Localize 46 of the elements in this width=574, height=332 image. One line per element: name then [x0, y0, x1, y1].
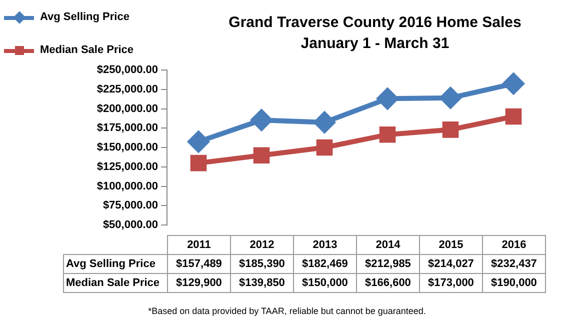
point: [505, 108, 522, 125]
x-tick-label: 2014: [356, 236, 420, 254]
data-label: $129,900: [168, 274, 230, 292]
point: [442, 122, 459, 138]
y-tick-label: $225,000.00: [96, 83, 158, 96]
point: [316, 139, 333, 156]
text: Avg Selling Price: [66, 258, 156, 270]
data-label: $173,000: [420, 274, 482, 292]
x-tick-label: 2012: [230, 236, 294, 254]
point: [188, 131, 209, 152]
data-label: $212,985: [356, 254, 420, 274]
x-tick-label: 2016: [482, 236, 546, 254]
data-label: $139,850: [230, 274, 294, 292]
point: [379, 126, 396, 143]
x-tick-label: 2015: [420, 236, 482, 254]
y-tick-label: $200,000.00: [96, 102, 158, 115]
data-label: $190,000: [482, 274, 546, 292]
data-label: $157,489: [168, 254, 230, 274]
data-label: $232,437: [482, 254, 546, 274]
y-tick-label: $100,000.00: [96, 180, 158, 192]
point: [440, 87, 461, 108]
data-label: $182,469: [294, 254, 356, 274]
y-tick-label: $75,000.00: [102, 200, 158, 212]
y-tick-label: $150,000.00: [96, 142, 158, 154]
y-tick-label: $50,000.00: [102, 219, 158, 232]
point: [190, 154, 207, 172]
x-tick-label: 2013: [294, 236, 356, 254]
point: [314, 112, 335, 133]
point: [377, 88, 398, 110]
legend-label: Avg Selling Price: [40, 11, 130, 23]
point: [253, 147, 270, 164]
y-tick-label: $250,000.00: [96, 64, 158, 76]
data-label: $150,000: [294, 274, 356, 292]
x-tick-label: 2011: [168, 236, 230, 254]
data-label: $166,600: [356, 274, 420, 292]
chart-title: Grand Traverse County 2016 Home Sales: [228, 13, 522, 33]
data-label: $214,027: [420, 254, 482, 274]
chart-subtitle: January 1 - March 31: [300, 34, 450, 54]
y-tick-label: $125,000.00: [96, 160, 158, 173]
text: Median Sale Price: [66, 277, 160, 289]
legend-label: Median Sale Price: [40, 44, 134, 56]
point: [503, 73, 524, 94]
point: [251, 110, 272, 131]
data-label: $185,390: [230, 254, 294, 274]
y-tick-label: $175,000.00: [96, 122, 158, 134]
text: *Based on data provided by TAAR, reliable but cannot be guaranteed.: [147, 306, 427, 316]
